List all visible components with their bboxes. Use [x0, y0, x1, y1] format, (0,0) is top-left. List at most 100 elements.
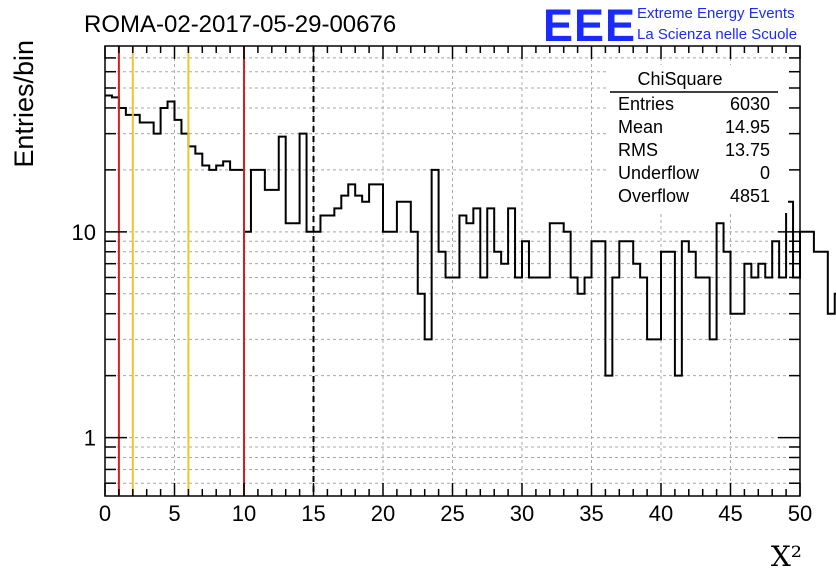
histogram-bin: [439, 252, 446, 496]
histogram-bin: [133, 115, 140, 496]
histogram-bin: [432, 170, 439, 496]
histogram-bin: [473, 208, 480, 496]
histogram-bin: [807, 232, 814, 496]
logo-mark: EEE: [543, 0, 636, 51]
histogram-bin: [154, 134, 161, 496]
x-tick-label: 35: [579, 501, 603, 526]
stats-label: Mean: [618, 117, 663, 137]
histogram-bin: [640, 277, 647, 496]
histogram-bin: [758, 264, 765, 496]
histogram-bin: [598, 241, 605, 496]
x-tick-label: 15: [301, 501, 325, 526]
histogram-bin: [126, 115, 133, 496]
histogram-bin: [320, 216, 327, 496]
histogram-bin: [508, 208, 515, 496]
histogram-bin: [293, 223, 300, 496]
grid-lines: [105, 46, 800, 496]
histogram-bin: [341, 196, 348, 496]
histogram-bin: [592, 241, 599, 496]
histogram-bin: [272, 190, 279, 496]
stats-value: 13.75: [725, 140, 770, 160]
histogram-bin: [515, 277, 522, 496]
tick-labels: 0 5 10 15 20 25 30 35 40 45 50 1 10: [72, 220, 813, 526]
logo-line-2: La Scienza nelle Scuole: [637, 26, 797, 43]
histogram-bin: [112, 97, 119, 496]
histogram-bin: [390, 232, 397, 496]
histogram-bin: [418, 294, 425, 496]
histogram-bin: [571, 277, 578, 496]
histogram-bin: [466, 223, 473, 496]
histogram-bin: [453, 277, 460, 496]
histogram-bin: [550, 223, 557, 496]
histogram-bin: [536, 277, 543, 496]
histogram-bin: [446, 277, 453, 496]
histogram-bin: [175, 120, 182, 496]
histogram-bin: [237, 170, 244, 496]
histogram-bin: [251, 170, 258, 496]
y-axis-label: Entries/bin: [9, 40, 39, 168]
histogram-bin: [181, 134, 188, 496]
x-tick-label: 10: [232, 501, 256, 526]
histogram-bin: [751, 277, 758, 496]
histogram-bin: [188, 146, 195, 496]
logo-line-1: Extreme Energy Events: [637, 5, 795, 22]
x-tick-label: 20: [371, 501, 395, 526]
eee-logo: EEE Extreme Energy Events La Scienza nel…: [543, 0, 797, 51]
histogram-bin: [397, 202, 404, 496]
histogram-bin: [105, 95, 112, 496]
stats-value: 14.95: [725, 117, 770, 137]
histogram-bin: [724, 252, 731, 496]
axis-ticks: [104, 46, 801, 496]
histogram-bin: [383, 232, 390, 496]
histogram-bin: [230, 170, 237, 496]
x-tick-label: 50: [788, 501, 812, 526]
x-tick-label: 25: [440, 501, 464, 526]
histogram-bin: [619, 241, 626, 496]
histogram-bars: [105, 94, 836, 496]
histogram-bin: [654, 339, 661, 496]
histogram-bin: [223, 161, 230, 496]
y-tick-label: 10: [72, 220, 96, 245]
histogram-bin: [675, 376, 682, 496]
histogram-bin: [703, 277, 710, 496]
histogram-bin: [362, 202, 369, 496]
x-tick-label: 30: [510, 501, 534, 526]
histogram-bin: [772, 241, 779, 496]
histogram-bin: [355, 196, 362, 496]
histogram-outline: [105, 94, 836, 377]
histogram-bin: [425, 339, 432, 496]
histogram-bin: [689, 252, 696, 496]
histogram-bin: [529, 277, 536, 496]
histogram-bin: [779, 277, 786, 496]
histogram-bin: [195, 154, 202, 496]
histogram-bin: [828, 314, 835, 496]
histogram-bin: [605, 376, 612, 496]
histogram-bin: [279, 137, 286, 496]
histogram-bin: [557, 223, 564, 496]
histogram-bin: [147, 122, 154, 496]
chart-title: ROMA-02-2017-05-29-00676: [84, 11, 396, 38]
histogram-bin: [258, 170, 265, 496]
histogram-bin: [404, 202, 411, 496]
histogram-bin: [786, 202, 793, 496]
histogram-bin: [265, 190, 272, 496]
histogram-bin: [668, 252, 675, 496]
stats-value: 0: [760, 163, 770, 183]
stats-value: 6030: [730, 94, 770, 114]
stats-value: 4851: [730, 186, 770, 206]
x-axis-label: X²: [771, 540, 802, 572]
x-tick-label: 5: [168, 501, 180, 526]
histogram-bin: [814, 252, 821, 496]
histogram-bin: [564, 232, 571, 496]
stats-box-background: [608, 65, 788, 213]
histogram-bin: [314, 232, 321, 496]
stats-label: Entries: [618, 94, 674, 114]
histogram-bin: [202, 166, 209, 496]
histogram-bin: [487, 208, 494, 496]
histogram-bin: [661, 252, 668, 496]
y-tick-label: 1: [84, 426, 96, 451]
histogram-bin: [612, 277, 619, 496]
histogram-bin: [682, 241, 689, 496]
histogram-bin: [216, 166, 223, 496]
histogram-bin: [480, 277, 487, 496]
